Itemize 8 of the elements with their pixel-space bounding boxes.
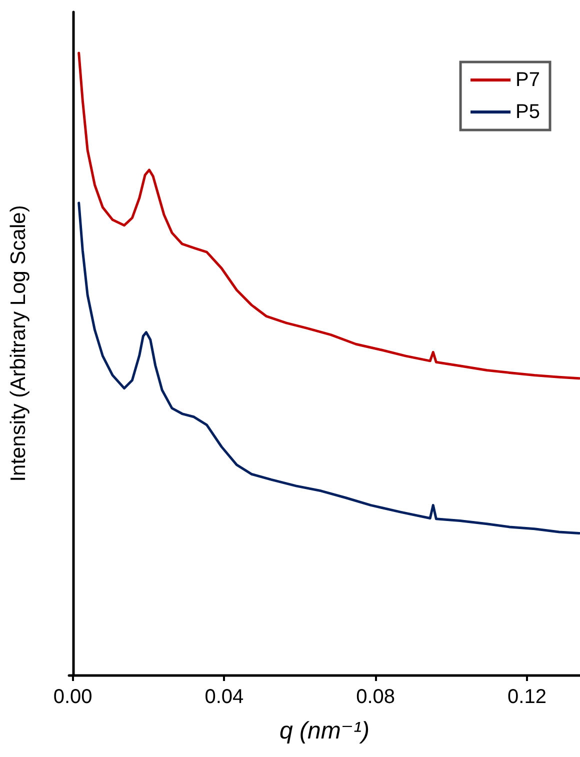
legend-label: P7 <box>516 69 540 91</box>
x-tick-label: 0.08 <box>356 686 396 708</box>
x-tick-label: 0.04 <box>204 686 244 708</box>
y-axis-title: Intensity (Arbitrary Log Scale) <box>7 205 30 482</box>
legend-label: P5 <box>516 101 540 123</box>
x-tick-label: 0.00 <box>53 686 92 708</box>
x-axis-title: q (nm⁻¹) <box>280 718 370 744</box>
x-tick-label: 0.12 <box>508 686 546 708</box>
